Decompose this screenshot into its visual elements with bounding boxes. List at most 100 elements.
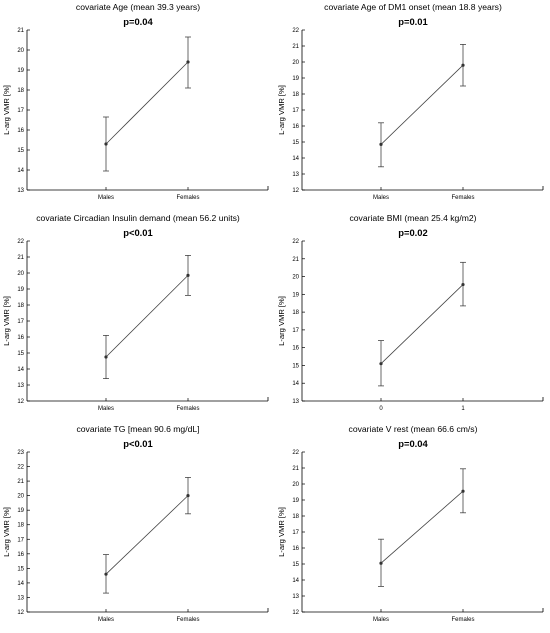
y-tick-label: 12 — [292, 610, 299, 616]
series-line — [380, 284, 464, 364]
y-tick-label: 20 — [17, 494, 24, 500]
y-tick-label: 17 — [292, 328, 299, 334]
y-tick-label: 18 — [17, 523, 24, 529]
chart-svg: covariate TG [mean 90.6 mg/dL] p<0.01 12 13… — [2, 424, 269, 623]
x-tick-label: 1 — [461, 406, 465, 412]
y-tick-label: 17 — [292, 108, 299, 114]
chart-panel-age: covariate Age (mean 39.3 years) p=0.04 13 1… — [0, 0, 275, 211]
p-value-annotation: p=0.01 — [398, 16, 427, 27]
series-line — [380, 64, 464, 145]
y-tick-label: 14 — [17, 367, 24, 373]
y-tick-label: 18 — [17, 303, 24, 309]
y-axis-label: L-arg VMR [%] — [2, 296, 11, 346]
chart-svg: covariate BMI (mean 25.4 kg/m2) p=0.02 13 1… — [277, 213, 544, 412]
chart-svg: covariate Circadian Insulin demand (mean… — [2, 213, 269, 412]
y-tick-label: 17 — [17, 537, 24, 543]
y-tick-label: 15 — [17, 351, 24, 357]
y-tick-label: 12 — [17, 610, 24, 616]
y-tick-label: 15 — [292, 562, 299, 568]
y-tick-label: 14 — [292, 578, 299, 584]
x-tick-label: Females — [451, 195, 474, 201]
y-tick-label: 22 — [292, 28, 299, 34]
chart-title: covariate BMI (mean 25.4 kg/m2) — [349, 213, 476, 223]
y-tick-label: 19 — [17, 508, 24, 514]
y-tick-label: 16 — [292, 546, 299, 552]
y-tick-label: 15 — [17, 566, 24, 572]
y-tick-label: 18 — [17, 88, 24, 94]
y-tick-label: 18 — [292, 514, 299, 520]
data-point — [186, 494, 190, 498]
y-tick-label: 13 — [17, 595, 24, 601]
p-value-annotation: p=0.04 — [123, 16, 153, 27]
y-tick-label: 19 — [17, 287, 24, 293]
data-point — [186, 273, 190, 277]
x-tick-label: Females — [176, 406, 199, 412]
y-tick-label: 17 — [17, 108, 24, 114]
y-tick-label: 15 — [292, 363, 299, 369]
x-tick-label: Males — [98, 195, 114, 201]
y-tick-label: 13 — [17, 188, 24, 194]
x-tick-label: Females — [176, 195, 199, 201]
y-axis-label: L-arg VMR [%] — [277, 85, 286, 135]
y-tick-label: 22 — [17, 239, 24, 245]
y-tick-label: 21 — [17, 28, 24, 34]
chart-svg: covariate Age of DM1 onset (mean 18.8 ye… — [277, 2, 544, 201]
y-tick-label: 13 — [292, 399, 299, 405]
y-tick-label: 22 — [292, 450, 299, 456]
series-line — [105, 61, 189, 145]
y-tick-label: 13 — [292, 172, 299, 178]
data-point — [104, 355, 108, 359]
p-value-annotation: p<0.01 — [123, 438, 152, 449]
y-tick-label: 21 — [292, 44, 299, 50]
x-tick-label: Females — [176, 617, 199, 623]
chart-svg: covariate Age (mean 39.3 years) p=0.04 13 1… — [2, 2, 269, 201]
y-tick-label: 17 — [17, 319, 24, 325]
y-tick-label: 12 — [17, 399, 24, 405]
y-tick-label: 13 — [292, 594, 299, 600]
y-tick-label: 13 — [17, 383, 24, 389]
y-axis-label: L-arg VMR [%] — [2, 85, 11, 135]
y-tick-label: 16 — [17, 128, 24, 134]
p-value-annotation: p=0.02 — [398, 227, 427, 238]
y-axis-label: L-arg VMR [%] — [2, 507, 11, 557]
data-point — [104, 142, 108, 146]
y-tick-label: 20 — [292, 60, 299, 66]
y-tick-label: 21 — [292, 257, 299, 263]
y-tick-label: 14 — [292, 156, 299, 162]
x-tick-label: Males — [373, 617, 389, 623]
y-tick-label: 19 — [292, 76, 299, 82]
p-value-annotation: p<0.01 — [123, 227, 152, 238]
y-tick-label: 14 — [17, 168, 24, 174]
y-tick-label: 21 — [17, 479, 24, 485]
y-tick-label: 16 — [292, 124, 299, 130]
chart-title: covariate Age of DM1 onset (mean 18.8 ye… — [324, 2, 502, 12]
chart-title: covariate TG [mean 90.6 mg/dL] — [76, 424, 199, 434]
y-tick-label: 14 — [17, 581, 24, 587]
chart-panel-tg: covariate TG [mean 90.6 mg/dL] p<0.01 12 13… — [0, 422, 275, 633]
y-tick-label: 12 — [292, 188, 299, 194]
y-tick-label: 20 — [17, 271, 24, 277]
chart-panel-dm1-onset: covariate Age of DM1 onset (mean 18.8 ye… — [275, 0, 550, 211]
y-tick-label: 23 — [17, 450, 24, 456]
data-point — [104, 572, 108, 576]
chart-title: covariate Age (mean 39.3 years) — [76, 2, 200, 12]
y-tick-label: 22 — [292, 239, 299, 245]
y-tick-label: 18 — [292, 310, 299, 316]
x-tick-label: Females — [451, 617, 474, 623]
y-tick-label: 14 — [292, 381, 299, 387]
series-line — [105, 495, 189, 575]
y-tick-label: 21 — [17, 255, 24, 261]
chart-svg: covariate V rest (mean 66.6 cm/s) p=0.04 1… — [277, 424, 544, 623]
data-point — [379, 142, 383, 146]
x-tick-label: Males — [98, 617, 114, 623]
data-point — [379, 362, 383, 366]
y-tick-label: 21 — [292, 466, 299, 472]
y-tick-label: 20 — [17, 48, 24, 54]
chart-panel-bmi: covariate BMI (mean 25.4 kg/m2) p=0.02 13 1… — [275, 211, 550, 422]
y-tick-label: 19 — [292, 292, 299, 298]
chart-title: covariate Circadian Insulin demand (mean… — [36, 213, 240, 223]
y-tick-label: 16 — [292, 346, 299, 352]
y-tick-label: 16 — [17, 335, 24, 341]
y-tick-label: 20 — [292, 482, 299, 488]
y-tick-label: 22 — [17, 465, 24, 471]
